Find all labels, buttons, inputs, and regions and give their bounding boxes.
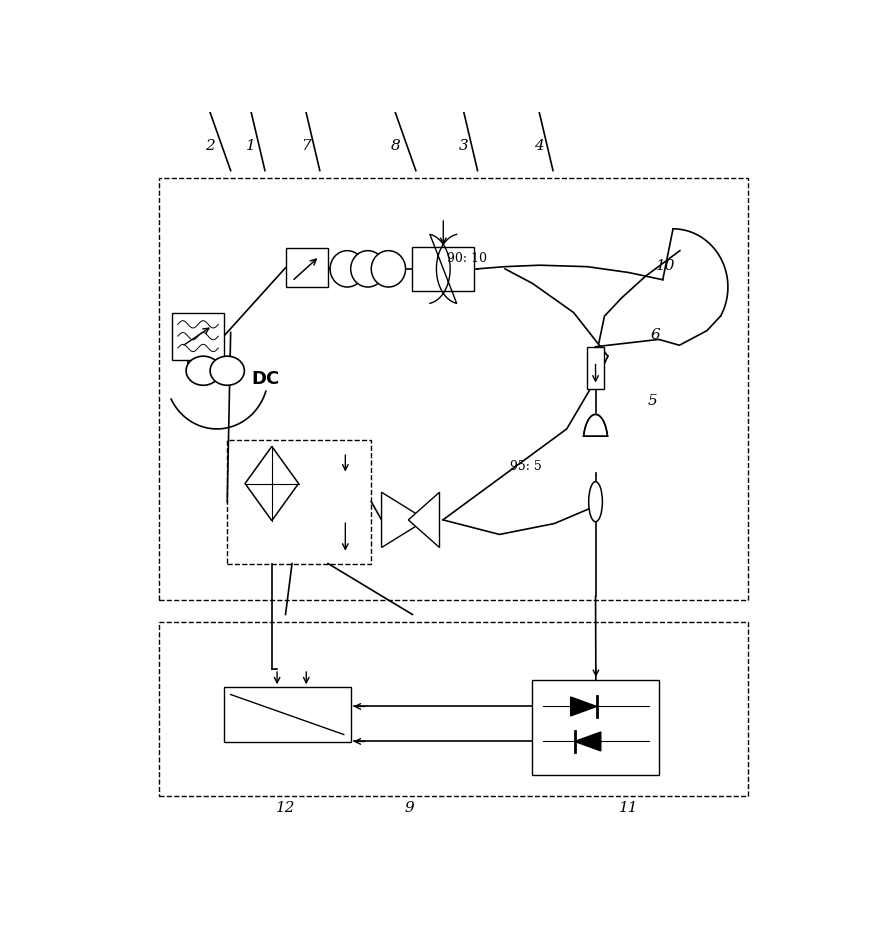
Polygon shape — [583, 415, 607, 437]
Text: 3: 3 — [459, 139, 469, 153]
Polygon shape — [574, 733, 601, 751]
Polygon shape — [571, 698, 596, 716]
Bar — [533, 681, 659, 775]
Text: 90: 10: 90: 10 — [447, 252, 488, 265]
Bar — [158, 178, 749, 600]
Bar — [286, 249, 328, 288]
Bar — [227, 440, 372, 564]
Ellipse shape — [186, 357, 220, 386]
Text: 7: 7 — [301, 139, 311, 153]
Bar — [588, 347, 604, 390]
Text: 1: 1 — [246, 139, 256, 153]
Text: 8: 8 — [390, 139, 400, 153]
Text: 4: 4 — [535, 139, 544, 153]
Circle shape — [330, 251, 365, 288]
Text: 2: 2 — [205, 139, 215, 153]
Polygon shape — [381, 493, 427, 548]
Bar — [412, 247, 474, 292]
Bar — [224, 687, 350, 742]
Text: 10: 10 — [657, 259, 676, 273]
Text: 12: 12 — [276, 801, 296, 815]
Bar — [173, 313, 224, 361]
Ellipse shape — [589, 482, 603, 522]
Circle shape — [372, 251, 405, 288]
Text: 9: 9 — [404, 801, 414, 815]
Text: 5: 5 — [648, 394, 658, 408]
Bar — [158, 622, 749, 797]
Polygon shape — [245, 447, 298, 521]
Circle shape — [350, 251, 385, 288]
Text: 11: 11 — [619, 801, 638, 815]
Text: DC: DC — [251, 370, 280, 388]
Ellipse shape — [210, 357, 244, 386]
Polygon shape — [408, 493, 440, 548]
Text: 95: 5: 95: 5 — [510, 460, 542, 472]
Text: 6: 6 — [651, 328, 661, 342]
